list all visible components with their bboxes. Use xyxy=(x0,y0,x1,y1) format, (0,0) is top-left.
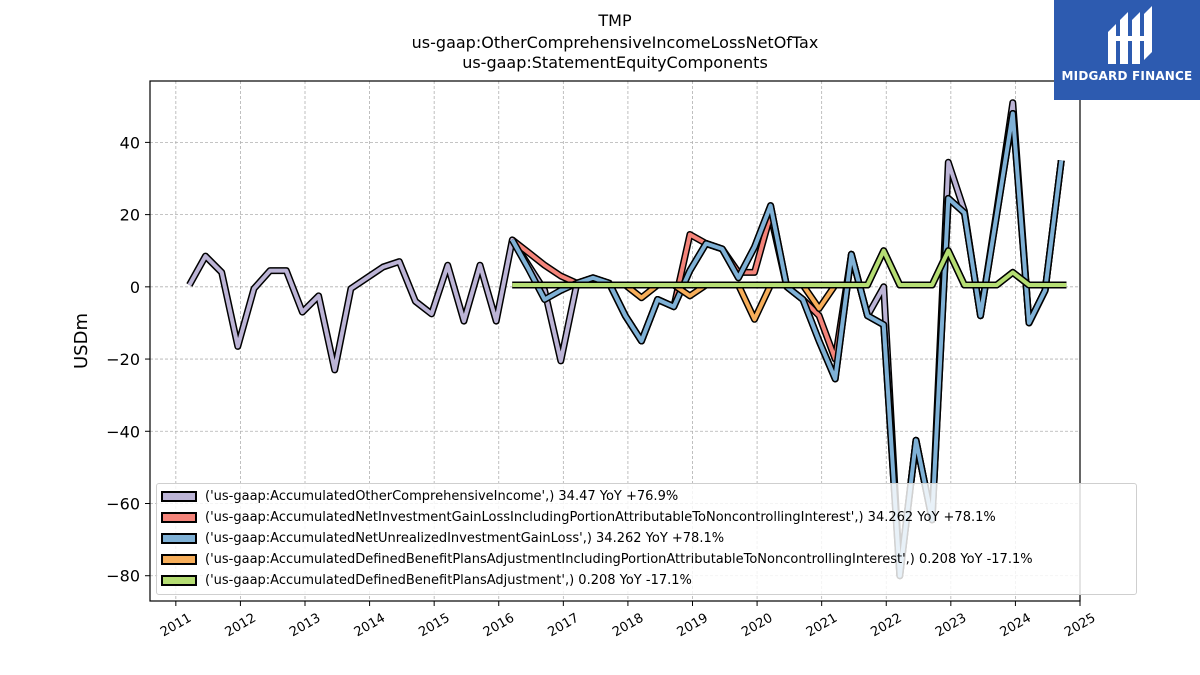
legend-item-aoci: ('us-gaap:AccumulatedOtherComprehensiveI… xyxy=(161,486,678,506)
y-tick-label: −80 xyxy=(106,567,140,586)
series-4 xyxy=(512,247,1067,289)
legend-item-defined-benefit-nci: ('us-gaap:AccumulatedDefinedBenefitPlans… xyxy=(161,549,1033,569)
legend-swatch xyxy=(161,511,197,523)
x-tick-label: 2023 xyxy=(933,611,969,641)
plot-frame xyxy=(149,80,1081,602)
x-tick-label: 2012 xyxy=(223,611,259,641)
legend-swatch xyxy=(161,490,197,502)
x-tick-label: 2022 xyxy=(868,611,904,641)
legend-swatch xyxy=(161,532,197,544)
y-tick-label: −60 xyxy=(106,495,140,514)
y-tick-label: −20 xyxy=(106,350,140,369)
x-tick-label: 2025 xyxy=(1062,611,1098,641)
x-tick-label: 2018 xyxy=(610,611,646,641)
legend-item-defined-benefit: ('us-gaap:AccumulatedDefinedBenefitPlans… xyxy=(161,570,692,590)
y-tick-label: 0 xyxy=(130,278,140,297)
chart-title: TMP xyxy=(598,11,632,30)
series-layer xyxy=(186,99,1067,580)
x-tick-label: 2021 xyxy=(804,611,840,641)
x-tick-label: 2020 xyxy=(739,611,775,641)
legend-item-net-unrealized-gain: ('us-gaap:AccumulatedNetUnrealizedInvest… xyxy=(161,528,724,548)
x-tick-label: 2014 xyxy=(352,611,388,641)
chart-legend: ('us-gaap:AccumulatedOtherComprehensiveI… xyxy=(156,483,1137,595)
logo-text: MIDGARD FINANCE xyxy=(1061,69,1193,83)
x-tick-label: 2015 xyxy=(416,611,452,641)
chart-subtitle-components: us-gaap:StatementEquityComponents xyxy=(462,53,768,72)
y-tick-label: −40 xyxy=(106,422,140,441)
legend-label: ('us-gaap:AccumulatedNetInvestmentGainLo… xyxy=(205,509,996,525)
series-line xyxy=(512,248,1067,287)
y-tick-label: 20 xyxy=(120,206,140,225)
x-tick-label: 2024 xyxy=(998,611,1034,641)
x-tick-label: 2017 xyxy=(546,611,582,641)
y-tick-label: 40 xyxy=(120,133,140,152)
x-tick-label: 2013 xyxy=(287,611,323,641)
legend-item-net-investment-gain: ('us-gaap:AccumulatedNetInvestmentGainLo… xyxy=(161,507,996,527)
legend-label: ('us-gaap:AccumulatedDefinedBenefitPlans… xyxy=(205,572,692,588)
x-tick-label: 2016 xyxy=(481,611,517,641)
midgard-finance-logo: MIDGARD FINANCE xyxy=(1054,0,1200,100)
chart-subtitle-metric: us-gaap:OtherComprehensiveIncomeLossNetO… xyxy=(411,33,819,52)
legend-label: ('us-gaap:AccumulatedDefinedBenefitPlans… xyxy=(205,551,1033,567)
x-tick-label: 2011 xyxy=(158,611,194,641)
legend-swatch xyxy=(161,553,197,565)
x-tick-label: 2019 xyxy=(675,611,711,641)
logo-mark-icon xyxy=(1108,6,1152,64)
legend-label: ('us-gaap:AccumulatedOtherComprehensiveI… xyxy=(205,488,679,504)
legend-label: ('us-gaap:AccumulatedNetUnrealizedInvest… xyxy=(205,530,725,546)
y-axis-label: USDm xyxy=(71,313,92,369)
legend-swatch xyxy=(161,574,197,586)
